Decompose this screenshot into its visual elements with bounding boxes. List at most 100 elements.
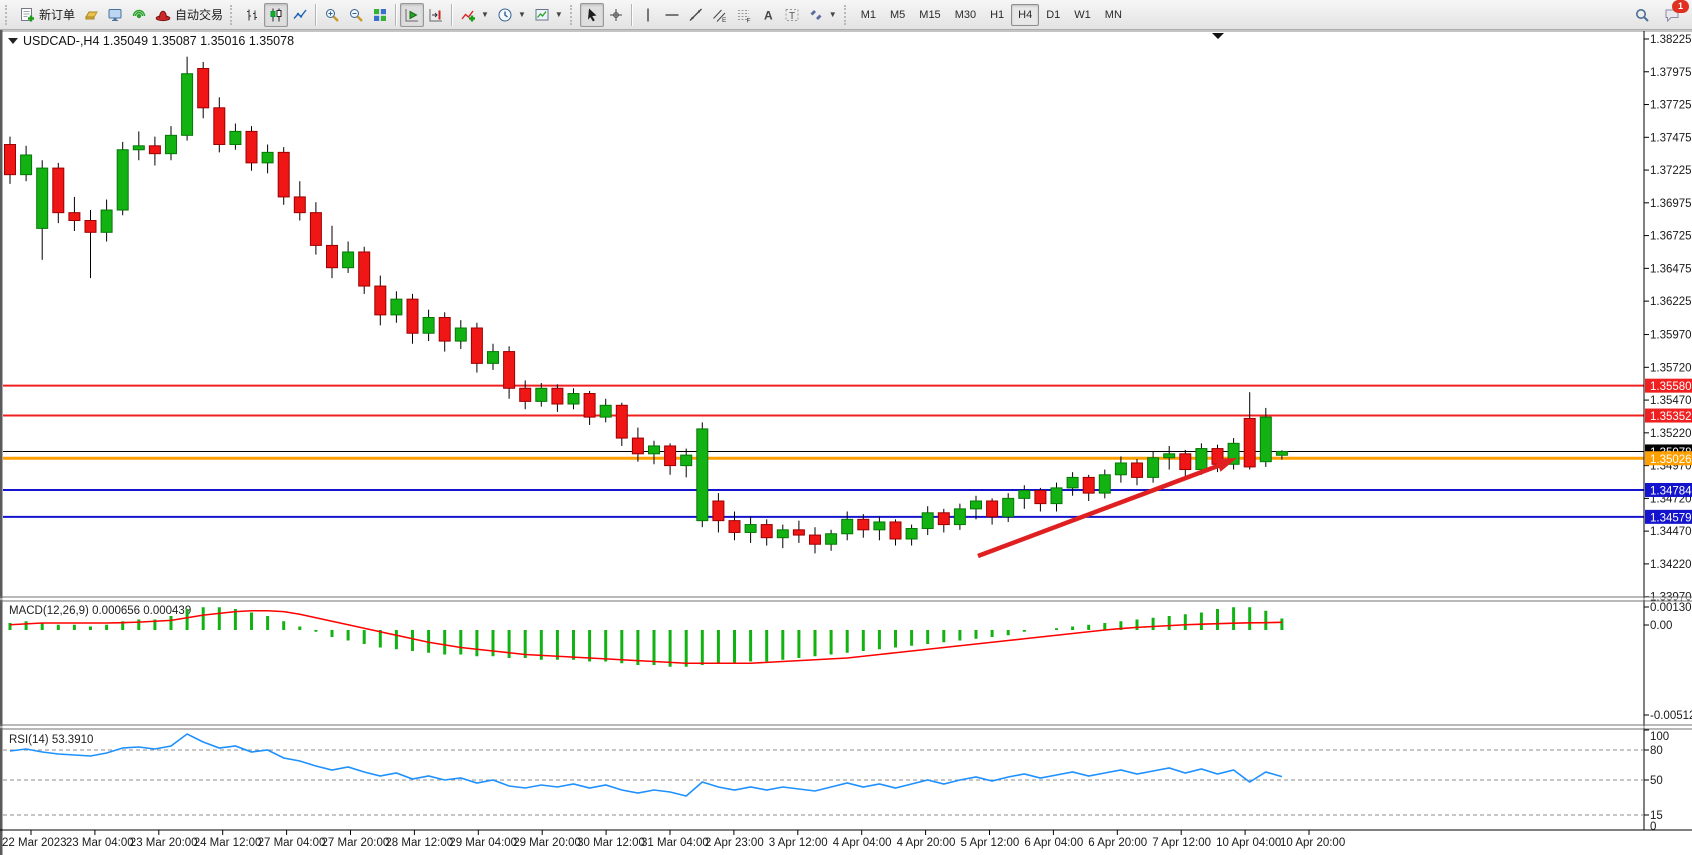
chart-shift-button[interactable]	[424, 3, 448, 27]
bar-chart-button[interactable]	[240, 3, 264, 27]
new-order-button[interactable]: 新订单	[15, 3, 79, 27]
candle-body	[326, 244, 338, 269]
trend-arrow-shaft	[977, 461, 1224, 559]
price-label-1.35580: 1.35580	[1650, 381, 1692, 393]
candle-body	[535, 387, 548, 402]
candle-body	[309, 212, 322, 246]
candle-body	[728, 520, 741, 533]
candle-body	[438, 317, 451, 342]
auto-scroll-button[interactable]	[400, 2, 425, 27]
tile-windows-icon	[374, 8, 387, 21]
text-label-button[interactable]: T	[780, 3, 804, 27]
candle-body	[422, 317, 435, 334]
terminal-icon	[108, 8, 122, 21]
candlestick-button[interactable]	[264, 2, 289, 27]
zoom-in-button[interactable]	[320, 3, 344, 27]
candle-body	[52, 167, 65, 214]
templates-button[interactable]: ▼	[530, 3, 567, 27]
candle-body	[712, 500, 725, 522]
price-label-1.35026: 1.35026	[1650, 454, 1692, 466]
chat-button[interactable]: 1	[1660, 0, 1689, 27]
price-tick-label: 1.34470	[1650, 526, 1692, 538]
timeframe-button-h4[interactable]: H4	[1011, 3, 1040, 26]
candle-body	[744, 524, 757, 533]
price-label-box-1.35580	[1645, 378, 1692, 393]
text-button[interactable]: A	[756, 3, 780, 27]
time-label: 4 Apr 20:00	[897, 837, 956, 849]
timeframe-button-m5[interactable]: M5	[883, 4, 912, 26]
arrows-button[interactable]: ▼	[804, 3, 841, 27]
candle-body	[567, 393, 580, 405]
vertical-line-icon	[647, 8, 649, 21]
timeframe-button-m15[interactable]: M15	[912, 4, 947, 26]
fibonacci-button[interactable]: F	[732, 3, 756, 27]
candle-body	[615, 404, 628, 439]
terminal-icon	[107, 7, 123, 23]
signals-button[interactable]	[127, 3, 151, 27]
timeframe-button-h1[interactable]: H1	[983, 4, 1011, 26]
candle-body	[374, 285, 387, 316]
symbol-expander-icon[interactable]	[8, 38, 18, 44]
candlestick-icon	[270, 8, 282, 21]
price-label-1.34579: 1.34579	[1650, 512, 1692, 524]
timeframe-button-d1[interactable]: D1	[1039, 4, 1067, 26]
market-watch-icon	[83, 7, 99, 23]
rsi-axis-label: 15	[1650, 810, 1663, 822]
candle-body	[100, 209, 113, 233]
price-tick-label: 1.37475	[1650, 132, 1692, 144]
time-label: 6 Apr 04:00	[1024, 837, 1083, 849]
timeframe-button-mn[interactable]: MN	[1098, 4, 1129, 26]
zoom-out-icon	[350, 8, 363, 22]
candle-body	[1082, 476, 1095, 494]
equidistant-channel-icon: E	[712, 9, 727, 23]
search-button[interactable]	[1630, 3, 1654, 27]
candle-body	[680, 454, 693, 467]
autotrading-button[interactable]: 自动交易	[151, 3, 227, 27]
zoom-out-button[interactable]	[344, 3, 368, 27]
candle-body	[792, 529, 805, 536]
rsi-axis-label: 50	[1650, 775, 1663, 787]
toolbar-grip	[843, 4, 851, 25]
time-label: 27 Mar 20:00	[322, 837, 390, 849]
candle-body	[937, 512, 950, 526]
timeframe-button-w1[interactable]: W1	[1067, 4, 1098, 26]
crosshair-button[interactable]	[604, 3, 628, 27]
price-label-1.34784: 1.34784	[1650, 485, 1692, 497]
candle-body	[1147, 457, 1160, 478]
toolbar-separator	[630, 3, 633, 26]
tile-windows-button[interactable]	[368, 3, 392, 27]
candle-body	[406, 298, 419, 334]
notification-badge: 1	[1672, 0, 1689, 13]
terminal-button[interactable]	[103, 3, 127, 27]
market-watch-button[interactable]	[79, 3, 103, 27]
time-label: 23 Mar 04:00	[66, 837, 134, 849]
text-label-icon: T	[785, 8, 799, 22]
candle-body	[986, 500, 999, 518]
candle-body	[1275, 450, 1288, 456]
candle-body	[631, 437, 644, 455]
horizontal-line-button[interactable]	[660, 3, 684, 27]
equidistant-channel-button[interactable]: E	[708, 3, 732, 27]
indicators-button[interactable]: ▼	[456, 3, 493, 27]
cursor-icon	[587, 8, 597, 21]
timeframe-button-m1[interactable]: M1	[854, 4, 883, 26]
candle-body	[148, 145, 161, 155]
new-order-label: 新订单	[39, 8, 76, 22]
candle-body	[1114, 462, 1127, 476]
drawing-tools-group: E F A T ▼	[579, 2, 841, 27]
periods-button[interactable]: ▼	[493, 3, 530, 27]
vertical-line-button[interactable]	[636, 3, 660, 27]
cursor-button[interactable]	[579, 2, 604, 27]
candle-body	[760, 524, 773, 539]
signals-icon	[131, 7, 147, 23]
time-label: 28 Mar 12:00	[385, 837, 453, 849]
candle-body	[1243, 417, 1256, 468]
price-label-1.35352: 1.35352	[1650, 411, 1692, 423]
line-chart-button[interactable]	[288, 3, 312, 27]
macd-axis-label: 0.001307	[1650, 602, 1692, 614]
trendline-button[interactable]	[684, 3, 708, 27]
timeframe-button-m30[interactable]: M30	[948, 4, 983, 26]
macd-indicator-label: MACD(12,26,9) 0.000656 0.000439	[9, 605, 191, 617]
candle-body	[1131, 462, 1143, 478]
